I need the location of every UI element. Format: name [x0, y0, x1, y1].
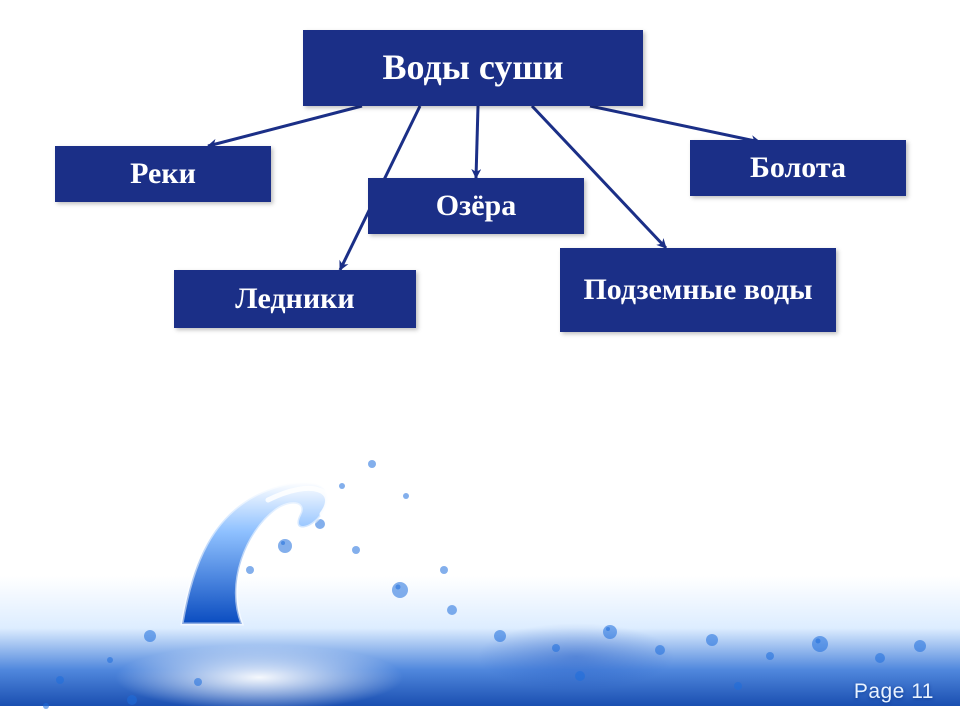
child-label: Реки — [130, 157, 196, 192]
root-label: Воды суши — [383, 47, 564, 88]
child-label: Подземные воды — [583, 273, 812, 308]
child-label: Ледники — [235, 282, 354, 317]
child-label: Болота — [750, 151, 846, 186]
child-lakes: Озёра — [368, 178, 584, 234]
page-number: Page 11 — [854, 680, 934, 704]
child-rivers: Реки — [55, 146, 271, 202]
child-swamps: Болота — [690, 140, 906, 196]
child-glaciers: Ледники — [174, 270, 416, 328]
slide: Воды суши Реки Озёра Болота Ледники Подз… — [0, 0, 960, 720]
child-label: Озёра — [436, 189, 516, 224]
child-ground: Подземные воды — [560, 248, 836, 332]
root-node: Воды суши — [303, 30, 643, 106]
water-gradient — [0, 576, 960, 706]
